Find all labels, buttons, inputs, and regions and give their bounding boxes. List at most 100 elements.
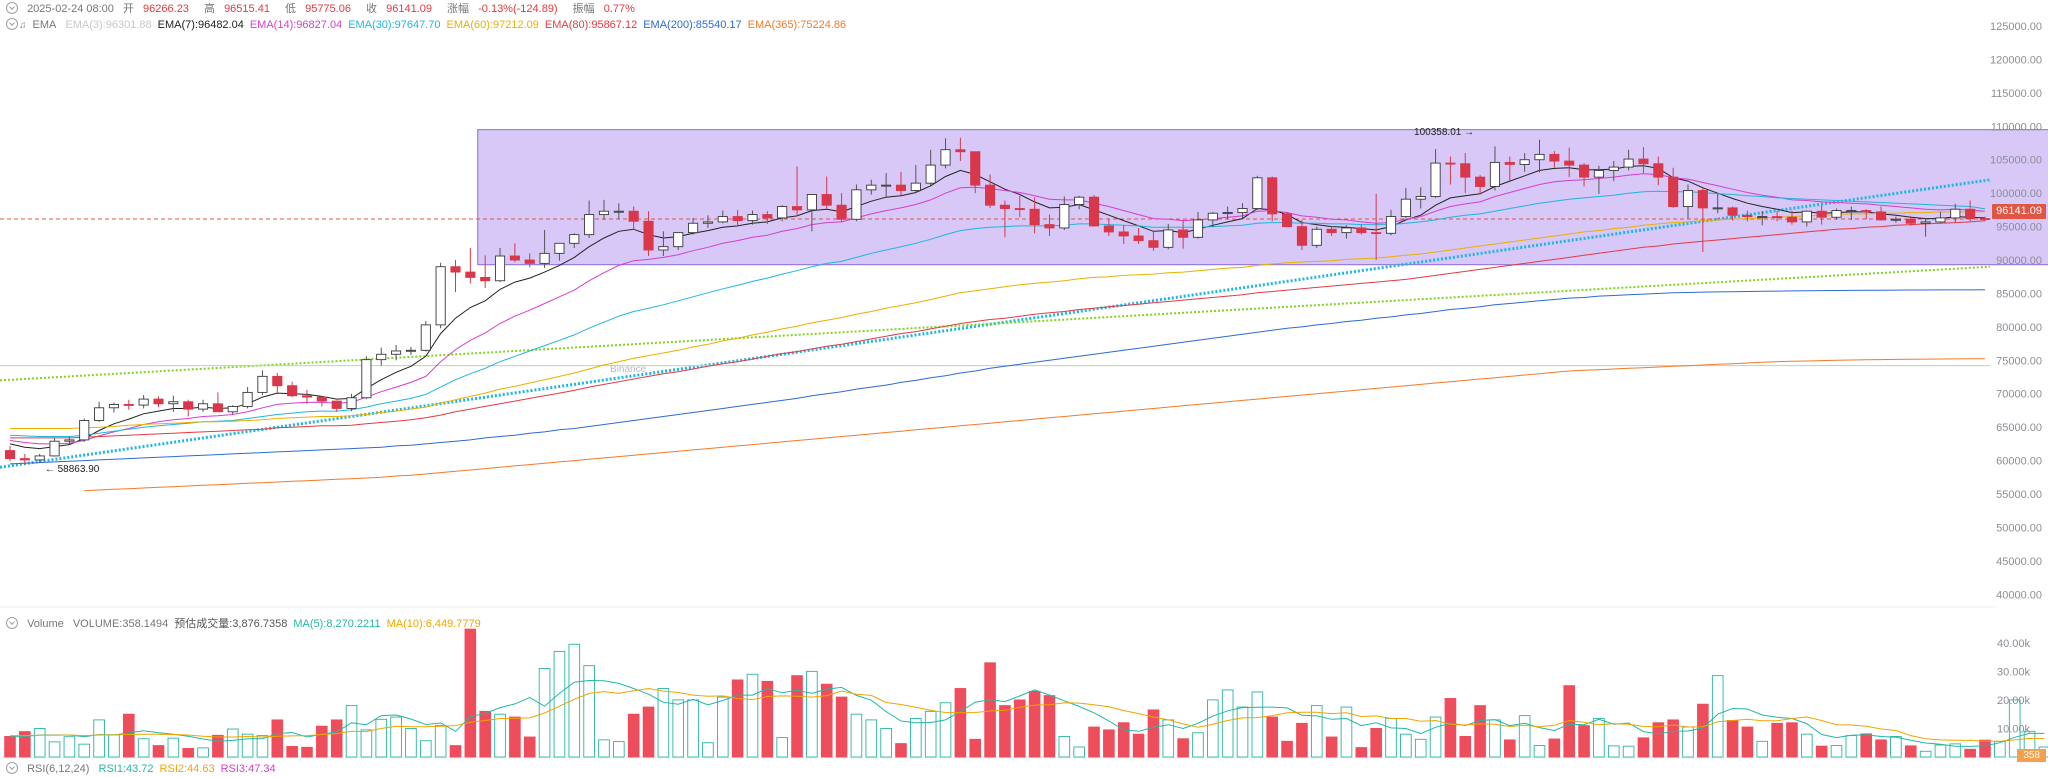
volume-bar	[241, 733, 254, 758]
volume-bar	[568, 643, 581, 758]
candle	[1118, 225, 1129, 244]
candle	[524, 253, 535, 268]
volume-bar	[1207, 699, 1219, 758]
price-axis-tick: 105000.00	[1990, 155, 2042, 167]
candle	[1237, 203, 1248, 218]
price-axis-tick: 60000.00	[1996, 456, 2042, 468]
trendline-layer[interactable]	[0, 178, 1991, 469]
volume-bar	[1637, 737, 1650, 758]
volume-bar	[123, 713, 135, 758]
candle	[465, 247, 476, 284]
candle-body	[1875, 211, 1887, 221]
volume-bar	[152, 745, 165, 758]
candle	[1504, 156, 1515, 181]
volume-collapse-icon[interactable]	[6, 617, 18, 629]
candle	[1801, 210, 1812, 227]
price-axis-tick: 65000.00	[1996, 422, 2042, 434]
amplitude-label: 振幅	[572, 3, 595, 15]
volume-bar	[1949, 743, 1962, 758]
volume-bar	[820, 683, 833, 758]
candle-body	[138, 398, 149, 406]
candle-body	[108, 403, 120, 409]
volume-bar	[1548, 738, 1561, 758]
candle	[1371, 193, 1382, 261]
volume-bar	[1088, 726, 1100, 758]
candle-body	[1460, 163, 1471, 178]
volume-bar	[1281, 740, 1293, 758]
candle	[866, 179, 877, 195]
candle	[1920, 218, 1931, 237]
candle	[1712, 193, 1723, 214]
volume-bar	[850, 713, 863, 758]
candle	[1029, 197, 1040, 234]
candle	[1697, 188, 1708, 253]
volume-bar	[1578, 725, 1590, 758]
candle-body	[79, 420, 90, 441]
volume-bar	[286, 745, 298, 758]
volume-axis-tick: 20.00k	[1997, 695, 2031, 707]
candle	[1831, 208, 1842, 220]
volume-layer	[4, 628, 2048, 758]
candle	[79, 418, 90, 442]
volume-bar	[1667, 719, 1679, 758]
candle	[1252, 175, 1263, 210]
change-value: -0.13%(-124.89)	[478, 3, 558, 15]
candle	[197, 399, 209, 412]
candle-body	[1326, 228, 1337, 234]
range-box-layer[interactable]	[477, 129, 2048, 266]
candle-body	[1920, 221, 1931, 224]
candle-body	[1385, 216, 1397, 234]
volume-bar	[806, 670, 818, 758]
candle	[1757, 211, 1768, 226]
volume-bar	[1400, 733, 1412, 758]
volume-bar	[1875, 739, 1887, 758]
volume-bar	[1741, 726, 1754, 758]
volume-bar	[1132, 733, 1145, 758]
rsi-collapse-icon[interactable]	[6, 762, 18, 774]
volume-bar	[1325, 736, 1338, 758]
candle	[257, 370, 268, 396]
volume-bar	[1860, 733, 1872, 758]
volume-bar	[1266, 716, 1279, 758]
candle	[346, 393, 357, 412]
close-label: 收	[366, 3, 378, 15]
candle-body	[1727, 207, 1738, 216]
volume-bar	[1489, 719, 1501, 758]
volume-bar	[657, 688, 670, 758]
alert-bell-icon[interactable]: ♫	[19, 20, 27, 31]
candle-body	[1489, 161, 1501, 187]
volume-axis-tick: 40.00k	[1997, 638, 2031, 650]
candle-body	[420, 324, 431, 351]
candle	[628, 206, 639, 230]
candle-body	[777, 206, 788, 219]
candle	[1178, 219, 1189, 249]
collapse-toggle-icon[interactable]	[6, 2, 18, 14]
candle-body	[316, 396, 327, 402]
candle	[1074, 195, 1085, 210]
volume-bar	[256, 735, 269, 758]
volume-bar	[167, 737, 180, 758]
candle-body	[1356, 227, 1367, 234]
price-axis[interactable]: 125000.00 120000.00 115000.00 110000.00 1050…	[1990, 21, 2042, 735]
volume-bar	[33, 728, 46, 758]
candle-body	[1118, 231, 1129, 237]
volume-bar	[1830, 745, 1843, 758]
volume-bar	[1801, 733, 1813, 758]
candle	[1534, 139, 1545, 173]
ema-collapse-icon[interactable]	[6, 18, 18, 30]
candle	[480, 255, 491, 289]
volume-bar	[1117, 722, 1130, 758]
low-label: 低	[285, 3, 297, 15]
candle	[1296, 219, 1307, 250]
volume-bar	[1845, 735, 1858, 758]
candle-body	[1579, 164, 1590, 178]
candle	[1415, 187, 1426, 209]
candle	[1772, 211, 1783, 222]
volume-bar	[865, 719, 878, 758]
candle	[762, 211, 773, 224]
candle-body	[1638, 158, 1649, 165]
candle	[970, 151, 981, 194]
candle-body	[450, 266, 461, 273]
candle-body	[1935, 217, 1946, 223]
